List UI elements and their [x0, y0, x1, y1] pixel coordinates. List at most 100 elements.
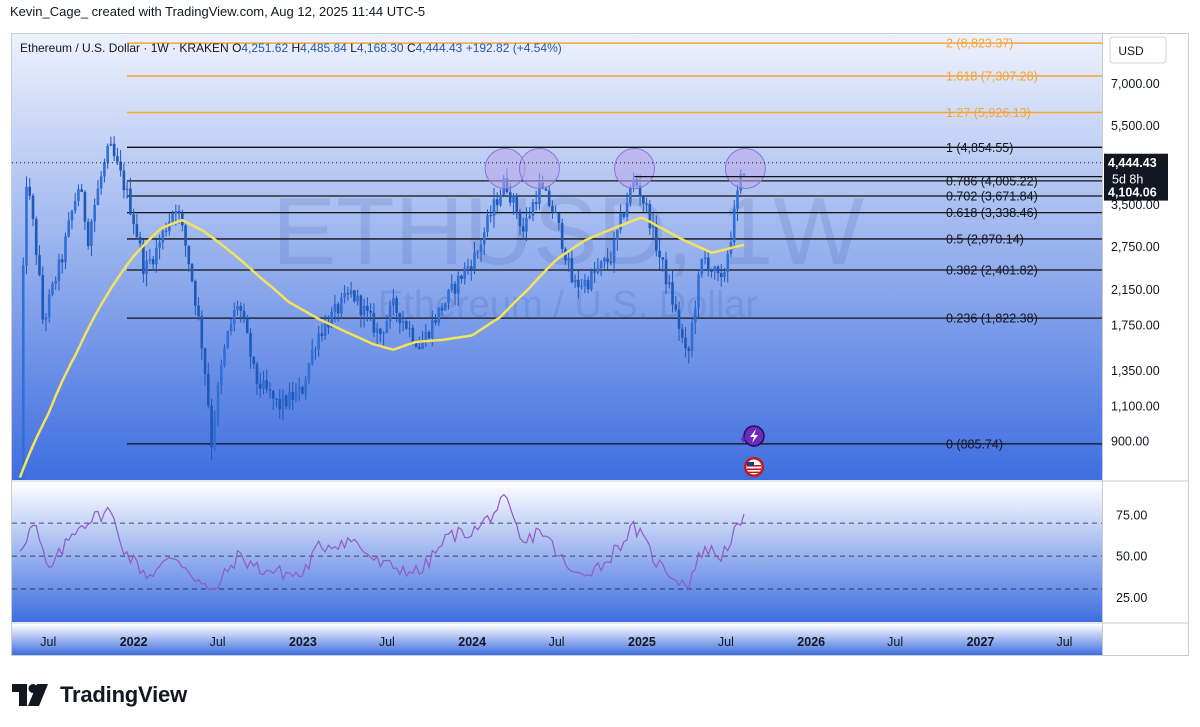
- candle-body: [661, 257, 665, 260]
- candle-body: [47, 294, 51, 318]
- candle-body: [284, 395, 288, 407]
- price-tick: 3,500.00: [1111, 198, 1160, 212]
- candle-body: [187, 245, 191, 265]
- candle-body: [232, 310, 236, 325]
- time-tick: Jul: [40, 635, 56, 649]
- moving-average-line[interactable]: [18, 216, 745, 479]
- tradingview-logo: TradingView: [12, 682, 187, 708]
- candle-body: [395, 298, 398, 313]
- legend-high: 4,485.84: [300, 41, 347, 55]
- candle-body: [732, 208, 736, 243]
- candle-body: [492, 199, 496, 216]
- fib-label: 0.786 (4,005.22): [946, 174, 1038, 188]
- candle-body: [450, 283, 454, 290]
- main-pane-background: [12, 34, 1102, 480]
- time-tick: Jul: [549, 635, 565, 649]
- time-tick: 2023: [289, 635, 317, 649]
- candle-body: [103, 162, 106, 177]
- candle-body: [362, 305, 366, 316]
- candle-body: [629, 187, 632, 204]
- candle-body: [482, 232, 486, 245]
- candle-body: [460, 275, 463, 280]
- candle-body: [437, 307, 441, 323]
- candle-body: [421, 341, 424, 349]
- candle-body: [90, 221, 93, 246]
- candle-body: [145, 260, 148, 274]
- candle-body: [645, 203, 648, 205]
- candle-body: [596, 267, 600, 273]
- candle-body: [60, 259, 64, 263]
- candle-body: [424, 331, 428, 342]
- candle-body: [495, 199, 499, 206]
- candle-body: [570, 258, 574, 283]
- candle-body: [706, 257, 710, 272]
- candle-body: [249, 333, 252, 357]
- candle-body: [612, 239, 616, 263]
- ohlc-legend[interactable]: Ethereum / U.S. Dollar · 1W · KRAKEN O4,…: [20, 41, 562, 55]
- rsi-tick: 50.00: [1116, 550, 1147, 564]
- candle-body: [288, 391, 291, 407]
- candle-body: [21, 265, 25, 480]
- time-tick: Jul: [1056, 635, 1072, 649]
- candle-body: [544, 188, 548, 191]
- candle-body: [268, 389, 272, 391]
- time-tick: 2024: [458, 635, 486, 649]
- rsi-line[interactable]: [19, 493, 745, 591]
- candle-body: [525, 218, 528, 232]
- candle-body: [317, 333, 320, 350]
- legend-low-label: L: [350, 41, 357, 55]
- lightning-event-icon[interactable]: [741, 425, 765, 447]
- candle-body: [538, 182, 541, 204]
- candle-body: [603, 258, 606, 262]
- candle-body: [473, 252, 476, 270]
- us-flag-event-icon[interactable]: [744, 457, 764, 477]
- candle-body: [203, 348, 207, 375]
- candle-body: [252, 356, 256, 364]
- candle-body: [304, 380, 307, 394]
- candle-body: [528, 215, 531, 219]
- fib-label: 1.618 (7,307.28): [946, 70, 1038, 84]
- candle-body: [200, 316, 204, 349]
- candle-body: [265, 380, 269, 390]
- candle-body: [184, 225, 187, 246]
- candle-body: [651, 223, 655, 229]
- chart-svg[interactable]: ETHUSD, 1W Ethereum / U.S. Dollar 0 (885…: [12, 34, 1188, 655]
- candle-body: [560, 222, 564, 249]
- marker-price-label: 4,104.06: [1108, 186, 1157, 200]
- candle-body: [619, 213, 622, 230]
- candle-body: [281, 395, 285, 410]
- fib-label: 0.236 (1,822.38): [946, 312, 1038, 326]
- candle-body: [301, 387, 304, 394]
- candle-body: [64, 236, 67, 263]
- candle-body: [414, 341, 418, 347]
- candle-body: [408, 327, 411, 329]
- candle-body: [719, 273, 723, 278]
- candle-body: [658, 250, 661, 258]
- candle-body: [28, 186, 32, 196]
- candle-body: [70, 210, 74, 221]
- candle-body: [547, 190, 551, 206]
- currency-button[interactable]: [1109, 36, 1167, 64]
- candle-body: [680, 328, 684, 338]
- candle-body: [726, 253, 730, 272]
- candle-body: [323, 322, 327, 336]
- price-tick: 1,750.00: [1111, 319, 1160, 333]
- resistance-circle[interactable]: [614, 147, 656, 189]
- candle-body: [67, 220, 70, 237]
- candle-body: [148, 259, 152, 261]
- candle-body: [447, 289, 450, 304]
- candle-body: [73, 201, 77, 211]
- candle-body: [599, 261, 603, 268]
- legend-open: 4,251.62: [241, 41, 288, 55]
- fib-label: 0.702 (3,671.84): [946, 189, 1038, 203]
- chart-credit: Kevin_Cage_ created with TradingView.com…: [10, 4, 426, 19]
- candle-body: [239, 306, 243, 311]
- resistance-circle[interactable]: [724, 147, 766, 189]
- price-tick: 5,500.00: [1111, 119, 1160, 133]
- candle-body: [99, 176, 103, 189]
- candle-body: [226, 331, 230, 348]
- resistance-circle[interactable]: [518, 147, 560, 189]
- legend-symbol: Ethereum / U.S. Dollar · 1W · KRAKEN: [20, 41, 229, 55]
- price-tick: 1,350.00: [1111, 364, 1160, 378]
- candle-body: [93, 205, 96, 222]
